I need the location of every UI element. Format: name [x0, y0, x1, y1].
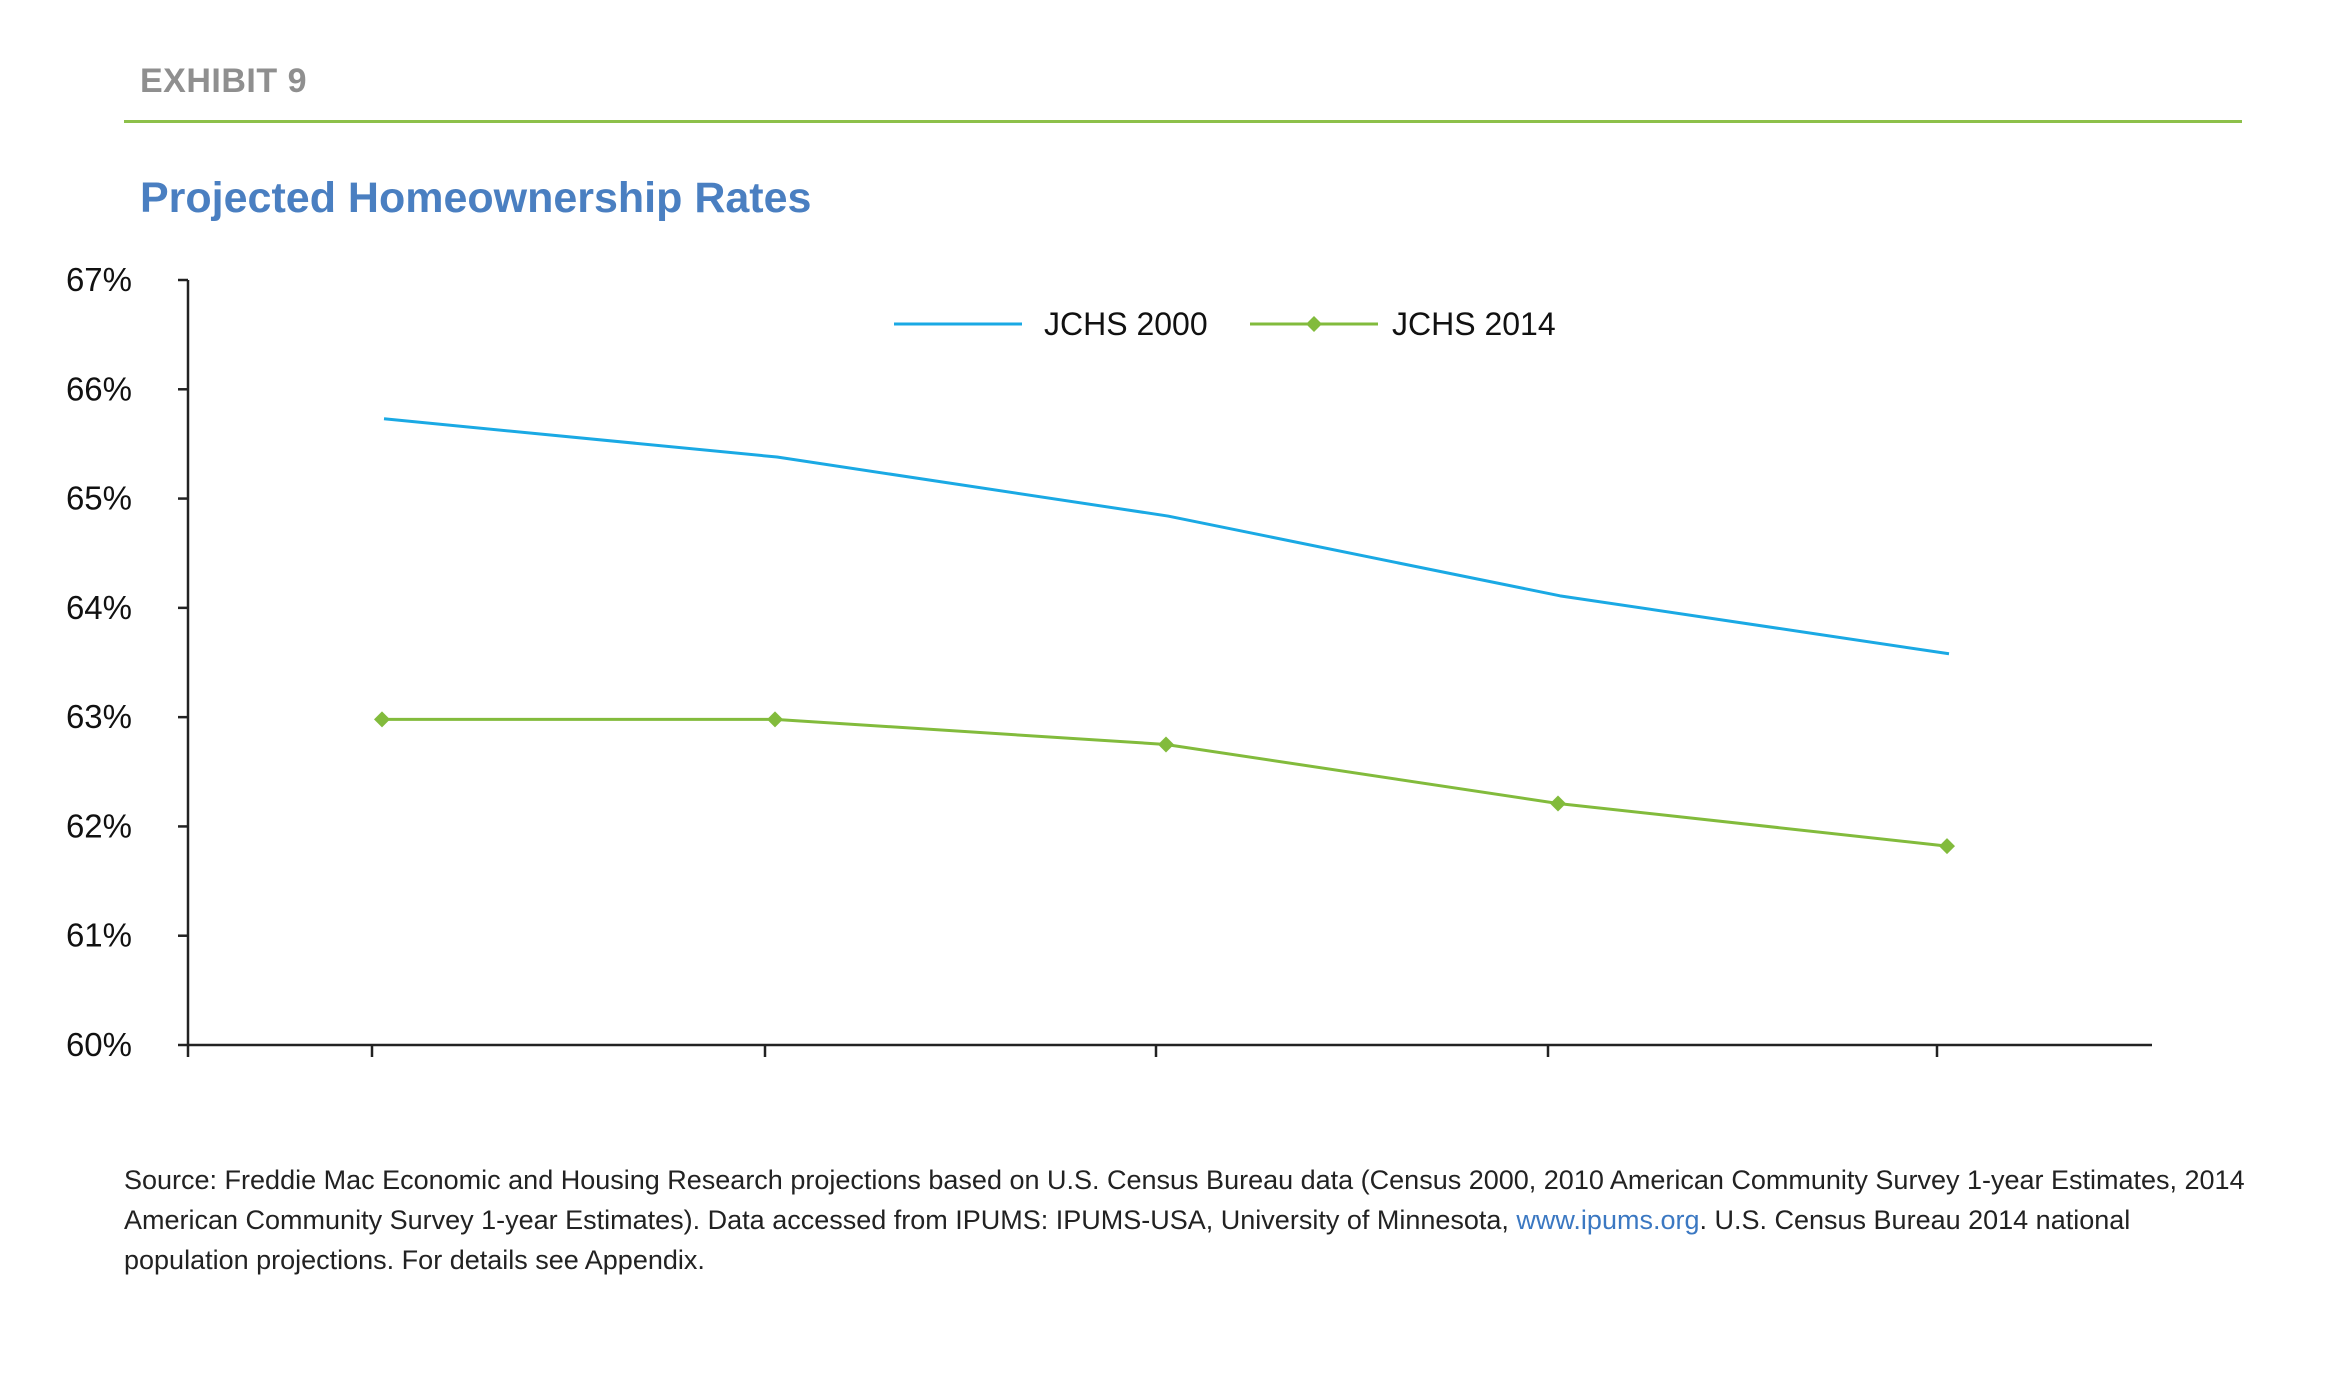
legend-label: JCHS 2000 — [1044, 306, 1208, 342]
y-tick-label: 64% — [66, 589, 132, 626]
y-tick-label: 61% — [66, 917, 132, 954]
legend-label: JCHS 2014 — [1392, 306, 1556, 342]
legend-item: JCHS 2014 — [1250, 306, 1556, 342]
y-tick-label: 65% — [66, 480, 132, 517]
chart-title: Projected Homeownership Rates — [140, 174, 812, 222]
header-divider — [124, 120, 2242, 123]
y-axis-ticks: 60% 61% 62% 63% 64% 65% 66% 67% — [66, 261, 188, 1063]
y-tick-label: 62% — [66, 807, 132, 844]
exhibit-label: EXHIBIT 9 — [140, 62, 307, 100]
series-jchs-2000 — [383, 417, 1950, 656]
legend-item: JCHS 2000 — [894, 306, 1208, 342]
y-tick-label: 67% — [66, 261, 132, 298]
y-tick-label: 60% — [66, 1026, 132, 1063]
source-text: Source: Freddie Mac Economic and Housing… — [124, 1165, 2245, 1235]
data-point-marker — [1550, 795, 1566, 812]
series-line — [383, 417, 1950, 656]
data-point-marker — [1158, 736, 1174, 753]
source-text-end: . U.S. Census Bureau 2014 national popul… — [124, 1205, 2131, 1275]
ipums-link[interactable]: www.ipums.org — [1516, 1205, 1700, 1235]
chart-legend: JCHS 2000 JCHS 2014 — [894, 306, 1556, 342]
chart-axes — [186, 280, 2152, 1057]
data-point-marker — [767, 711, 783, 728]
series-jchs-2014 — [374, 711, 1955, 855]
y-tick-label: 66% — [66, 370, 132, 407]
legend-marker — [1306, 316, 1322, 332]
data-point-marker — [374, 711, 390, 728]
y-tick-label: 63% — [66, 698, 132, 735]
data-point-marker — [1939, 838, 1955, 855]
chart-series — [374, 417, 1955, 855]
x-axis-ticks — [370, 1045, 1939, 1057]
source-note: Source: Freddie Mac Economic and Housing… — [124, 1160, 2254, 1280]
